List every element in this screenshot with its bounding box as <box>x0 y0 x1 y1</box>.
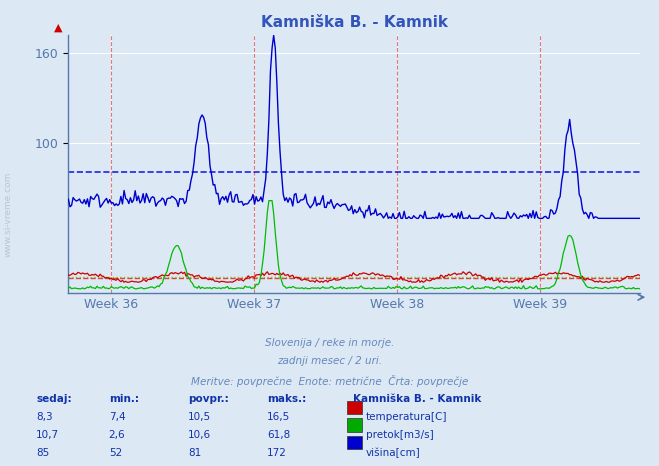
Text: zadnji mesec / 2 uri.: zadnji mesec / 2 uri. <box>277 356 382 366</box>
Text: Slovenija / reke in morje.: Slovenija / reke in morje. <box>265 338 394 348</box>
Text: višina[cm]: višina[cm] <box>366 448 420 458</box>
Text: www.si-vreme.com: www.si-vreme.com <box>4 171 13 257</box>
Text: 81: 81 <box>188 448 201 458</box>
Text: 52: 52 <box>109 448 122 458</box>
Text: maks.:: maks.: <box>267 394 306 404</box>
Text: ▲: ▲ <box>54 23 63 33</box>
Text: Kamniška B. - Kamnik: Kamniška B. - Kamnik <box>353 394 481 404</box>
Text: 7,4: 7,4 <box>109 412 125 422</box>
Text: 85: 85 <box>36 448 49 458</box>
Text: 61,8: 61,8 <box>267 430 290 440</box>
Text: 8,3: 8,3 <box>36 412 53 422</box>
Text: 10,6: 10,6 <box>188 430 211 440</box>
Text: Meritve: povprečne  Enote: metrične  Črta: povprečje: Meritve: povprečne Enote: metrične Črta:… <box>191 375 468 387</box>
Text: 10,5: 10,5 <box>188 412 211 422</box>
Text: 2,6: 2,6 <box>109 430 125 440</box>
Text: pretok[m3/s]: pretok[m3/s] <box>366 430 434 440</box>
Text: sedaj:: sedaj: <box>36 394 72 404</box>
Text: povpr.:: povpr.: <box>188 394 229 404</box>
Text: 16,5: 16,5 <box>267 412 290 422</box>
Text: min.:: min.: <box>109 394 139 404</box>
Text: 172: 172 <box>267 448 287 458</box>
Text: temperatura[C]: temperatura[C] <box>366 412 447 422</box>
Title: Kamniška B. - Kamnik: Kamniška B. - Kamnik <box>260 15 447 30</box>
Text: 10,7: 10,7 <box>36 430 59 440</box>
